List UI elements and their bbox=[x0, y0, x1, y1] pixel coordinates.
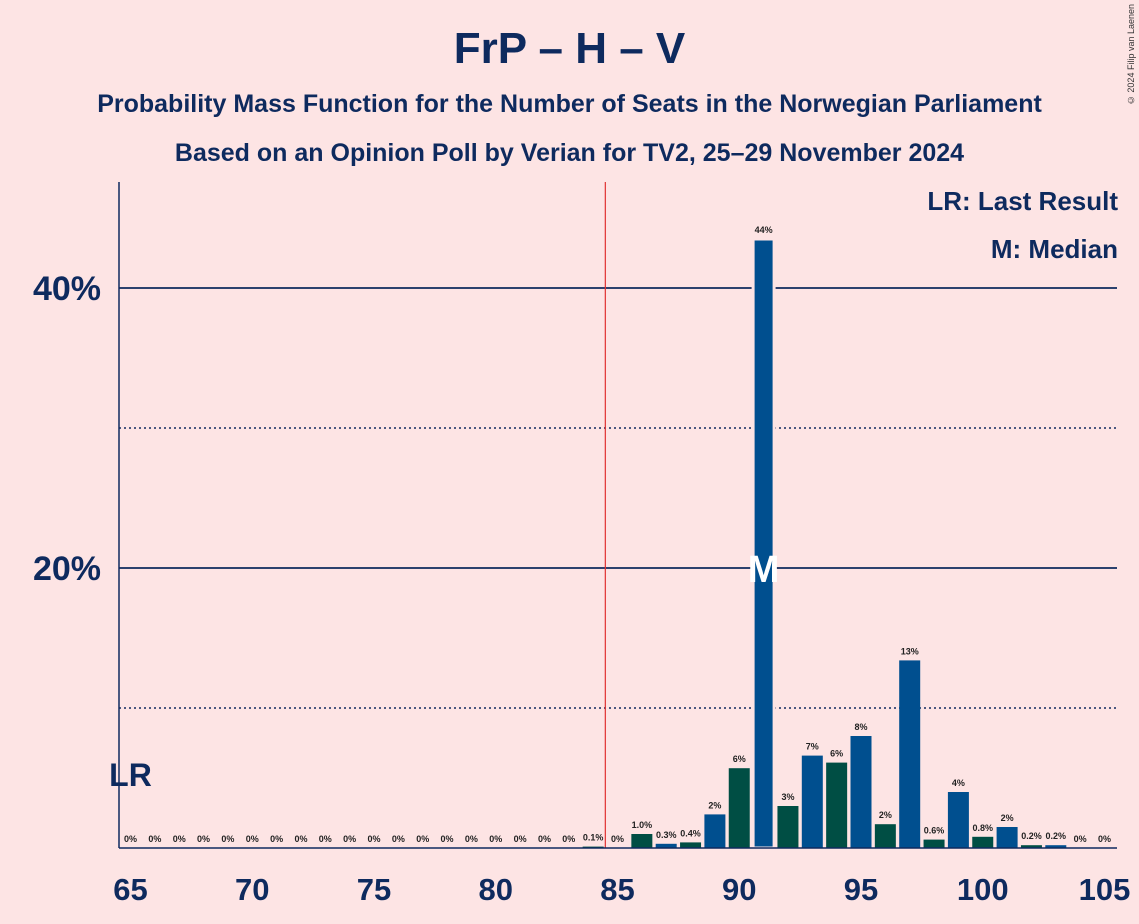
bar-seat-102 bbox=[1020, 845, 1042, 848]
data-label: 0% bbox=[343, 834, 356, 844]
last-result-marker: LR bbox=[109, 757, 152, 793]
data-label: 0% bbox=[246, 834, 259, 844]
data-label: 0% bbox=[562, 834, 575, 844]
data-label: 0% bbox=[441, 834, 454, 844]
bar-seat-90 bbox=[728, 768, 750, 848]
data-label: 0% bbox=[319, 834, 332, 844]
data-label: 0.1% bbox=[583, 833, 604, 843]
bar-seat-88 bbox=[680, 842, 702, 848]
data-label: 4% bbox=[952, 778, 965, 788]
x-tick-label: 90 bbox=[722, 872, 756, 907]
chart-title: FrP – H – V bbox=[453, 24, 686, 73]
bar-seat-94 bbox=[826, 762, 848, 848]
data-label: 6% bbox=[830, 749, 843, 759]
data-label: 0% bbox=[173, 834, 186, 844]
x-tick-label: 100 bbox=[957, 872, 1009, 907]
data-label: 0.2% bbox=[1046, 831, 1067, 841]
x-tick-label: 75 bbox=[357, 872, 391, 907]
data-label: 8% bbox=[854, 722, 867, 732]
data-label: 0% bbox=[270, 834, 283, 844]
data-label: 0% bbox=[465, 834, 478, 844]
x-tick-label: 105 bbox=[1079, 872, 1131, 907]
data-label: 0% bbox=[294, 834, 307, 844]
bar-seat-96 bbox=[874, 824, 896, 848]
data-label: 3% bbox=[781, 792, 794, 802]
x-tick-label: 80 bbox=[479, 872, 513, 907]
chart-subtitle-1: Probability Mass Function for the Number… bbox=[97, 90, 1042, 118]
data-label: 0% bbox=[514, 834, 527, 844]
y-tick-label: 40% bbox=[33, 270, 101, 308]
data-label: 0% bbox=[416, 834, 429, 844]
data-label: 0% bbox=[1098, 834, 1111, 844]
data-label: 0% bbox=[221, 834, 234, 844]
data-label: 0.3% bbox=[656, 830, 677, 840]
legend-median: M: Median bbox=[990, 234, 1118, 264]
bar-seat-86 bbox=[631, 834, 653, 848]
legend-last-result: LR: Last Result bbox=[927, 186, 1118, 216]
data-label: 2% bbox=[708, 800, 721, 810]
chart-subtitle-2: Based on an Opinion Poll by Verian for T… bbox=[174, 139, 965, 167]
bar-seat-92 bbox=[777, 806, 799, 848]
data-label: 1.0% bbox=[632, 820, 653, 830]
bar-seat-91 bbox=[751, 237, 776, 850]
y-tick-label: 20% bbox=[33, 550, 101, 588]
data-label: 0% bbox=[197, 834, 210, 844]
bar-seat-103 bbox=[1045, 845, 1067, 848]
bar-seat-87 bbox=[655, 843, 677, 848]
data-label: 7% bbox=[806, 742, 819, 752]
x-tick-label: 85 bbox=[600, 872, 634, 907]
bar-seat-97 bbox=[899, 660, 921, 848]
x-tick-label: 65 bbox=[113, 872, 147, 907]
data-label: 0% bbox=[538, 834, 551, 844]
data-label: 0% bbox=[148, 834, 161, 844]
x-tick-label: 70 bbox=[235, 872, 269, 907]
data-label: 0% bbox=[1074, 834, 1087, 844]
data-label: 44% bbox=[755, 225, 773, 235]
bar-seat-95 bbox=[850, 736, 872, 848]
x-tick-label: 95 bbox=[844, 872, 878, 907]
data-label: 2% bbox=[879, 810, 892, 820]
data-label: 0% bbox=[367, 834, 380, 844]
data-label: 0% bbox=[392, 834, 405, 844]
bar-seat-98 bbox=[923, 839, 945, 848]
data-label: 2% bbox=[1001, 813, 1014, 823]
bar-seat-100 bbox=[972, 836, 994, 848]
data-label: 6% bbox=[733, 754, 746, 764]
data-label: 0.4% bbox=[680, 828, 701, 838]
bar-seat-89 bbox=[704, 814, 726, 848]
data-label: 0.6% bbox=[924, 826, 945, 836]
data-label: 0.2% bbox=[1021, 831, 1042, 841]
data-label: 0% bbox=[489, 834, 502, 844]
data-label: 0.8% bbox=[972, 823, 993, 833]
median-marker: M bbox=[748, 549, 780, 591]
bar-seat-101 bbox=[996, 827, 1018, 848]
data-label: 13% bbox=[901, 646, 919, 656]
data-label: 0% bbox=[124, 834, 137, 844]
bar-seat-93 bbox=[801, 755, 823, 848]
bar-seat-99 bbox=[947, 792, 969, 848]
data-label: 0% bbox=[611, 834, 624, 844]
